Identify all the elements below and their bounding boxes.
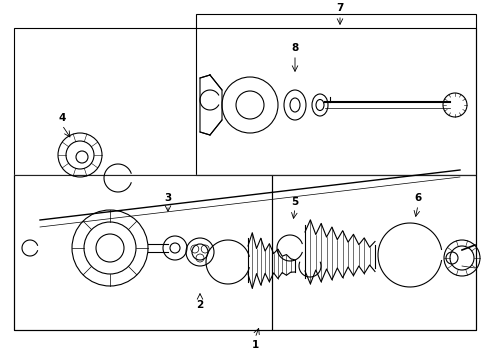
- Polygon shape: [200, 75, 222, 135]
- Text: 1: 1: [251, 340, 259, 350]
- Text: 4: 4: [58, 113, 66, 123]
- Text: 2: 2: [196, 300, 204, 310]
- Text: 5: 5: [292, 197, 298, 207]
- Text: 7: 7: [336, 3, 343, 13]
- Text: 3: 3: [164, 193, 171, 203]
- Text: 6: 6: [415, 193, 421, 203]
- Text: 8: 8: [292, 43, 298, 53]
